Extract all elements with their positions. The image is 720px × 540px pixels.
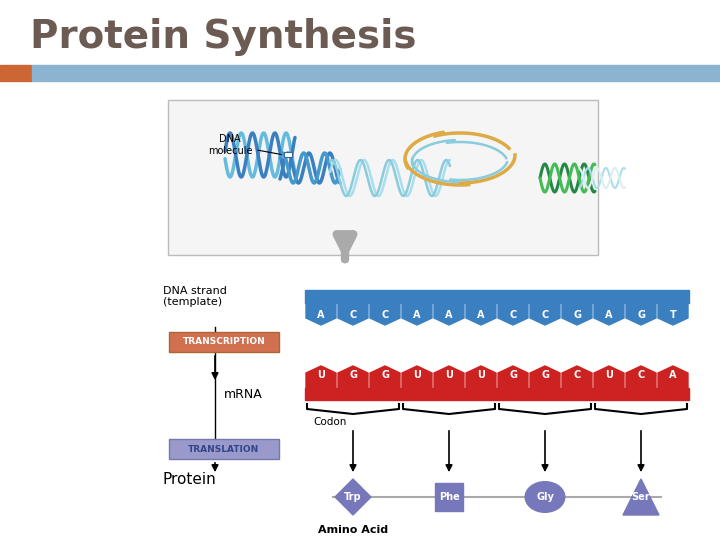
Text: Protein Synthesis: Protein Synthesis [30, 18, 416, 56]
Text: G: G [637, 310, 645, 320]
Text: A: A [413, 310, 420, 320]
Text: T: T [670, 310, 676, 320]
Polygon shape [306, 303, 336, 325]
Text: U: U [477, 370, 485, 380]
Text: Codon: Codon [313, 417, 346, 427]
Text: C: C [349, 310, 356, 320]
Polygon shape [434, 303, 464, 325]
Ellipse shape [525, 482, 564, 512]
Polygon shape [658, 366, 688, 388]
Text: C: C [573, 370, 580, 380]
Polygon shape [562, 366, 592, 388]
Polygon shape [466, 303, 496, 325]
Polygon shape [335, 479, 371, 515]
Polygon shape [370, 303, 400, 325]
Text: A: A [318, 310, 325, 320]
Text: DNA strand
(template): DNA strand (template) [163, 286, 227, 307]
Polygon shape [658, 303, 688, 325]
Text: TRANSCRIPTION: TRANSCRIPTION [183, 338, 266, 347]
Polygon shape [594, 303, 624, 325]
Text: A: A [445, 310, 453, 320]
Bar [32, 65, 720, 81]
Bar [168, 100, 598, 255]
Bar [305, 388, 689, 400]
FancyBboxPatch shape [169, 439, 279, 459]
Polygon shape [498, 303, 528, 325]
Polygon shape [306, 366, 336, 388]
Text: A: A [477, 310, 485, 320]
Polygon shape [626, 366, 656, 388]
Text: C: C [541, 310, 549, 320]
Bar [284, 152, 292, 157]
Bar [305, 290, 689, 303]
Text: Trp: Trp [344, 492, 362, 502]
Polygon shape [338, 366, 368, 388]
Text: G: G [349, 370, 357, 380]
Polygon shape [338, 303, 368, 325]
Text: G: G [509, 370, 517, 380]
FancyBboxPatch shape [435, 483, 464, 511]
Text: G: G [541, 370, 549, 380]
Text: U: U [445, 370, 453, 380]
Text: U: U [605, 370, 613, 380]
Text: U: U [317, 370, 325, 380]
Text: Ser: Ser [631, 492, 650, 502]
Polygon shape [498, 366, 528, 388]
Text: Gly: Gly [536, 492, 554, 502]
Text: A: A [670, 370, 677, 380]
Polygon shape [530, 303, 560, 325]
Polygon shape [434, 366, 464, 388]
Polygon shape [626, 303, 656, 325]
Text: G: G [573, 310, 581, 320]
Polygon shape [402, 366, 432, 388]
Text: Phe: Phe [438, 492, 459, 502]
Text: TRANSLATION: TRANSLATION [189, 444, 260, 454]
FancyBboxPatch shape [169, 332, 279, 352]
Text: mRNA: mRNA [224, 388, 263, 401]
Polygon shape [370, 366, 400, 388]
Polygon shape [466, 366, 496, 388]
Text: C: C [637, 370, 644, 380]
Polygon shape [402, 303, 432, 325]
Text: C: C [382, 310, 389, 320]
Polygon shape [594, 366, 624, 388]
Polygon shape [530, 366, 560, 388]
Text: A: A [606, 310, 613, 320]
Text: DNA
molecule: DNA molecule [208, 134, 282, 156]
Polygon shape [562, 303, 592, 325]
Polygon shape [623, 479, 659, 515]
Text: G: G [381, 370, 389, 380]
Text: U: U [413, 370, 421, 380]
Bar [0, 65, 32, 81]
Text: C: C [509, 310, 517, 320]
Text: Amino Acid: Amino Acid [318, 525, 388, 535]
Text: Protein: Protein [163, 472, 217, 488]
